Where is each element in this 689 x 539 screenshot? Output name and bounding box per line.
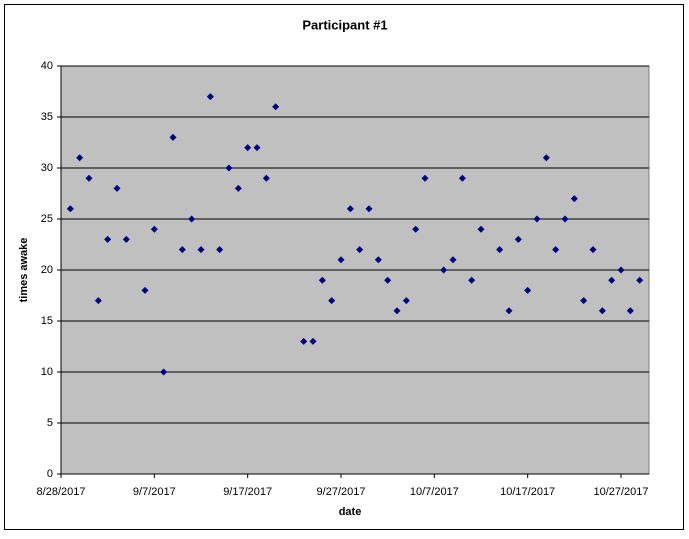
point xyxy=(580,297,588,305)
y-tick-label: 25 xyxy=(41,213,53,225)
point xyxy=(318,276,326,284)
x-tick-label: 10/7/2017 xyxy=(410,486,459,498)
point xyxy=(514,235,522,243)
y-tick-label: 5 xyxy=(47,417,53,429)
point xyxy=(85,174,93,182)
point xyxy=(337,256,345,264)
point xyxy=(365,205,373,213)
point xyxy=(113,184,121,192)
point xyxy=(505,307,513,315)
x-axis-label: date xyxy=(339,506,362,518)
point xyxy=(636,276,644,284)
y-tick-label: 35 xyxy=(41,111,53,123)
point xyxy=(440,266,448,274)
point xyxy=(206,93,214,101)
chart-title: Participant #1 xyxy=(302,17,387,32)
point xyxy=(309,337,317,345)
point xyxy=(300,337,308,345)
point xyxy=(225,164,233,172)
point xyxy=(598,307,606,315)
point xyxy=(542,154,550,162)
point xyxy=(449,256,457,264)
point xyxy=(393,307,401,315)
point xyxy=(552,246,560,254)
point xyxy=(608,276,616,284)
point xyxy=(561,215,569,223)
point xyxy=(253,144,261,152)
point xyxy=(356,246,364,254)
x-tick-label: 9/17/2017 xyxy=(223,486,272,498)
point xyxy=(402,297,410,305)
y-tick-label: 20 xyxy=(41,264,53,276)
point xyxy=(94,297,102,305)
point xyxy=(262,174,270,182)
point xyxy=(533,215,541,223)
point xyxy=(234,184,242,192)
point xyxy=(384,276,392,284)
x-tick-label: 10/17/2017 xyxy=(500,486,555,498)
x-tick-label: 9/7/2017 xyxy=(133,486,176,498)
point xyxy=(197,246,205,254)
point xyxy=(570,195,578,203)
point xyxy=(496,246,504,254)
y-tick-label: 10 xyxy=(41,366,53,378)
point xyxy=(178,246,186,254)
point xyxy=(412,225,420,233)
point xyxy=(626,307,634,315)
point xyxy=(150,225,158,233)
point xyxy=(524,286,532,294)
point xyxy=(458,174,466,182)
x-tick-label: 9/27/2017 xyxy=(317,486,366,498)
point xyxy=(141,286,149,294)
point xyxy=(160,368,168,376)
point xyxy=(346,205,354,213)
point xyxy=(589,246,597,254)
point xyxy=(421,174,429,182)
point xyxy=(122,235,130,243)
point xyxy=(216,246,224,254)
y-axis-label: times awake xyxy=(18,238,30,303)
point xyxy=(468,276,476,284)
point xyxy=(244,144,252,152)
x-tick-label: 10/27/2017 xyxy=(593,486,648,498)
point xyxy=(617,266,625,274)
x-tick-label: 8/28/2017 xyxy=(37,486,86,498)
point xyxy=(188,215,196,223)
point xyxy=(104,235,112,243)
y-tick-label: 15 xyxy=(41,315,53,327)
point xyxy=(169,133,177,141)
y-tick-label: 40 xyxy=(41,60,53,72)
point xyxy=(477,225,485,233)
point xyxy=(66,205,74,213)
point xyxy=(374,256,382,264)
point xyxy=(76,154,84,162)
point xyxy=(272,103,280,111)
y-tick-label: 0 xyxy=(47,468,53,480)
point xyxy=(328,297,336,305)
y-tick-label: 30 xyxy=(41,162,53,174)
